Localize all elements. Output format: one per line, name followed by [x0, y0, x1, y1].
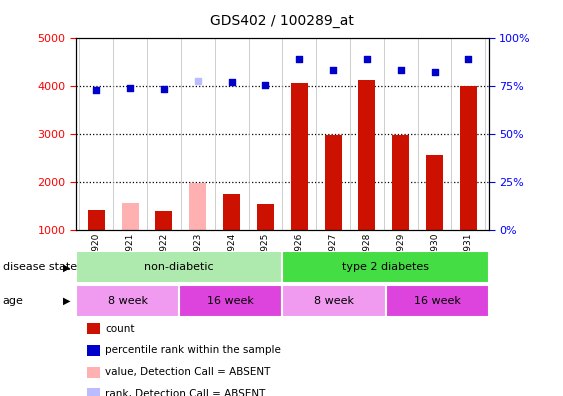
Text: non-diabetic: non-diabetic [144, 262, 214, 272]
Text: type 2 diabetes: type 2 diabetes [342, 262, 429, 272]
Text: disease state: disease state [3, 262, 77, 272]
Text: count: count [105, 324, 135, 334]
Point [92, 87, 101, 93]
Bar [282, 285, 386, 317]
Point [159, 86, 168, 92]
Point [227, 79, 236, 85]
Point [430, 69, 439, 75]
Text: age: age [3, 296, 24, 306]
Text: 16 week: 16 week [207, 296, 254, 306]
Point [464, 56, 473, 63]
Text: 8 week: 8 week [108, 296, 148, 306]
Text: ▶: ▶ [63, 296, 70, 306]
Bar [189, 183, 206, 230]
Point [295, 56, 304, 63]
Bar [179, 285, 283, 317]
Bar [359, 80, 376, 230]
Bar [426, 155, 443, 230]
Bar [76, 285, 179, 317]
Text: ▶: ▶ [63, 262, 70, 272]
Point [193, 78, 202, 84]
Point [363, 56, 372, 63]
Point [126, 84, 135, 91]
Bar [76, 251, 282, 283]
Bar [460, 86, 477, 230]
Point [261, 82, 270, 88]
Bar [122, 203, 138, 230]
Bar [282, 251, 489, 283]
Text: value, Detection Call = ABSENT: value, Detection Call = ABSENT [105, 367, 271, 377]
Text: GDS402 / 100289_at: GDS402 / 100289_at [209, 14, 354, 28]
Text: percentile rank within the sample: percentile rank within the sample [105, 345, 281, 356]
Text: rank, Detection Call = ABSENT: rank, Detection Call = ABSENT [105, 389, 266, 396]
Point [329, 67, 338, 73]
Bar [386, 285, 489, 317]
Bar [257, 204, 274, 230]
Bar [88, 210, 105, 230]
Bar [155, 211, 172, 230]
Text: 16 week: 16 week [414, 296, 461, 306]
Point [396, 67, 405, 73]
Bar [325, 135, 342, 230]
Text: 8 week: 8 week [314, 296, 354, 306]
Bar [223, 194, 240, 230]
Bar [392, 135, 409, 230]
Bar [291, 83, 308, 230]
